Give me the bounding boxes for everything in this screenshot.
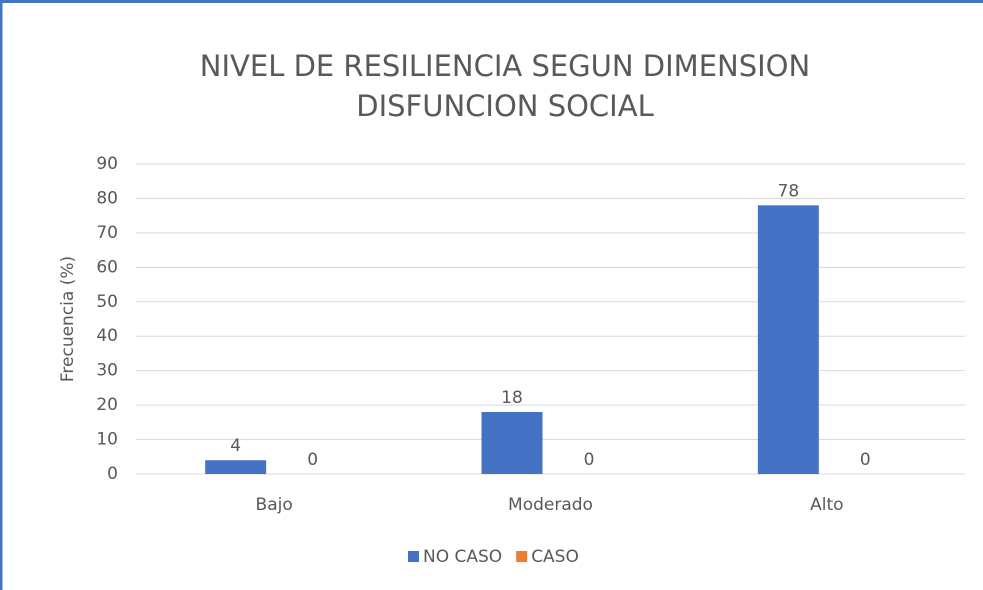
y-tick-label: 30 — [96, 361, 118, 381]
legend-label: CASO — [531, 547, 579, 567]
x-tick-label: Moderado — [508, 495, 593, 515]
x-tick-label: Bajo — [256, 495, 293, 515]
chart-title: DISFUNCION SOCIAL — [356, 89, 653, 123]
y-tick-label: 40 — [96, 326, 118, 346]
bar — [481, 412, 543, 474]
y-tick-label: 80 — [96, 188, 118, 208]
y-axis-label: Frecuencia (%) — [58, 256, 78, 382]
data-label: 0 — [584, 450, 595, 470]
y-tick-label: 50 — [96, 292, 118, 312]
y-tick-label: 20 — [96, 395, 118, 415]
chart-title: NIVEL DE RESILIENCIA SEGUN DIMENSION — [200, 49, 810, 83]
data-label: 18 — [501, 388, 523, 408]
data-label: 0 — [307, 450, 318, 470]
data-label: 4 — [230, 436, 241, 456]
legend-swatch — [516, 551, 528, 562]
bar — [205, 460, 267, 474]
data-label: 78 — [778, 181, 800, 201]
x-tick-label: Alto — [810, 495, 843, 515]
data-label: 0 — [860, 450, 871, 470]
y-tick-label: 10 — [96, 430, 118, 450]
bar — [757, 205, 819, 475]
y-tick-label: 90 — [96, 154, 118, 174]
y-tick-label: 70 — [96, 223, 118, 243]
legend-label: NO CASO — [423, 547, 502, 567]
y-tick-label: 0 — [107, 464, 118, 484]
y-tick-label: 60 — [96, 257, 118, 277]
legend-swatch — [408, 551, 419, 562]
